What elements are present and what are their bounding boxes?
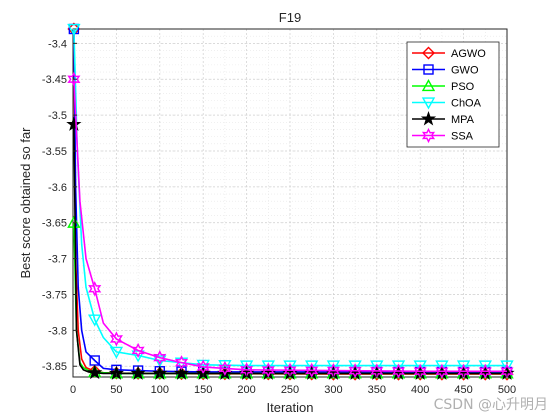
x-tick-label: 150: [194, 384, 212, 396]
series-marker: [348, 363, 362, 379]
legend: AGWO GWO PSO ChOA MPA SSA: [406, 41, 500, 148]
series-marker: [130, 365, 146, 380]
grid: [72, 28, 508, 377]
series-marker: [218, 360, 232, 376]
series-marker: [421, 97, 436, 110]
series-marker: [109, 346, 124, 359]
series-marker: [196, 359, 210, 375]
series-marker: [305, 360, 319, 373]
x-tick-label: 250: [281, 384, 299, 396]
series-marker: [370, 360, 384, 373]
y-tick-label: -3.7: [48, 254, 67, 266]
series-marker: [413, 360, 427, 373]
series-marker: [391, 363, 406, 379]
y-tick-label: -3.4: [48, 38, 67, 50]
legend-entry-agwo: AGWO: [412, 46, 486, 60]
x-tick-label: 500: [498, 384, 516, 396]
x-tick-label: 0: [70, 384, 76, 396]
series-marker: [261, 362, 275, 378]
legend-label: SSA: [451, 131, 474, 143]
series-marker: [423, 64, 434, 75]
x-tick-label: 400: [411, 384, 429, 396]
legend-entry-choa: ChOA: [412, 97, 482, 110]
x-tick-label: 350: [368, 384, 386, 396]
legend-entry-gwo: GWO: [412, 64, 479, 77]
series-marker: [67, 71, 81, 87]
y-tick-label: -3.45: [42, 74, 67, 86]
series-marker: [88, 281, 102, 297]
x-tick-label: 100: [151, 384, 169, 396]
series-marker: [88, 314, 102, 327]
legend-label: ChOA: [451, 98, 482, 110]
y-axis-label: Best score obtained so far: [18, 127, 33, 279]
y-tick-label: -3.5: [48, 110, 67, 122]
x-tick-label: 300: [324, 384, 342, 396]
legend-label: AGWO: [451, 48, 486, 60]
legend-label: GWO: [451, 65, 479, 77]
y-tick-label: -3.8: [48, 325, 67, 337]
series-marker: [500, 363, 514, 379]
series-marker: [391, 360, 406, 373]
series-marker: [153, 350, 167, 366]
legend-label: MPA: [451, 114, 475, 126]
x-axis-label: Iteration: [267, 400, 314, 415]
series-marker: [457, 363, 471, 379]
series-marker: [131, 342, 145, 359]
series-marker: [435, 363, 449, 379]
series-marker: [478, 363, 492, 379]
chart-title: F19: [279, 10, 301, 25]
legend-box: [406, 41, 500, 148]
series-marker: [174, 355, 189, 371]
series-ssa: [67, 71, 514, 379]
y-tick-label: -3.75: [42, 289, 67, 301]
series-marker: [66, 116, 82, 131]
series-layer: [66, 22, 515, 381]
y-tick-label: -3.65: [42, 218, 67, 230]
series-marker: [422, 46, 435, 60]
axis-ticks: 0 50 100 150 200 250 300 350 400 450 500 -3.85 -3.8 -…: [42, 38, 516, 396]
series-marker: [413, 363, 427, 379]
x-tick-label: 50: [110, 384, 122, 396]
y-tick-label: -3.85: [42, 361, 67, 373]
series-marker: [348, 360, 362, 373]
series-marker: [478, 360, 492, 373]
y-tick-label: -3.6: [48, 182, 67, 194]
series-marker: [283, 360, 297, 373]
series-marker: [239, 360, 254, 373]
y-tick-label: -3.55: [42, 146, 67, 158]
series-line-ssa: [73, 79, 507, 373]
legend-entry-mpa: MPA: [412, 110, 475, 126]
series-marker: [173, 365, 190, 380]
series-marker: [305, 362, 319, 378]
series-marker: [421, 79, 436, 92]
series-marker: [420, 110, 437, 126]
series-marker: [456, 360, 471, 373]
series-marker: [326, 360, 341, 373]
x-tick-label: 450: [454, 384, 472, 396]
series-marker: [109, 331, 123, 347]
series-marker: [67, 215, 81, 228]
legend-entry-ssa: SSA: [412, 127, 474, 144]
series-marker: [500, 360, 514, 373]
series-marker: [421, 127, 436, 144]
series-marker: [261, 360, 275, 373]
series-marker: [87, 364, 103, 380]
legend-label: PSO: [451, 81, 475, 93]
legend-entry-pso: PSO: [412, 79, 475, 93]
x-tick-label: 200: [237, 384, 255, 396]
series-marker: [67, 23, 81, 36]
watermark: CSDN @心升明月: [433, 397, 548, 413]
series-marker: [435, 360, 449, 373]
